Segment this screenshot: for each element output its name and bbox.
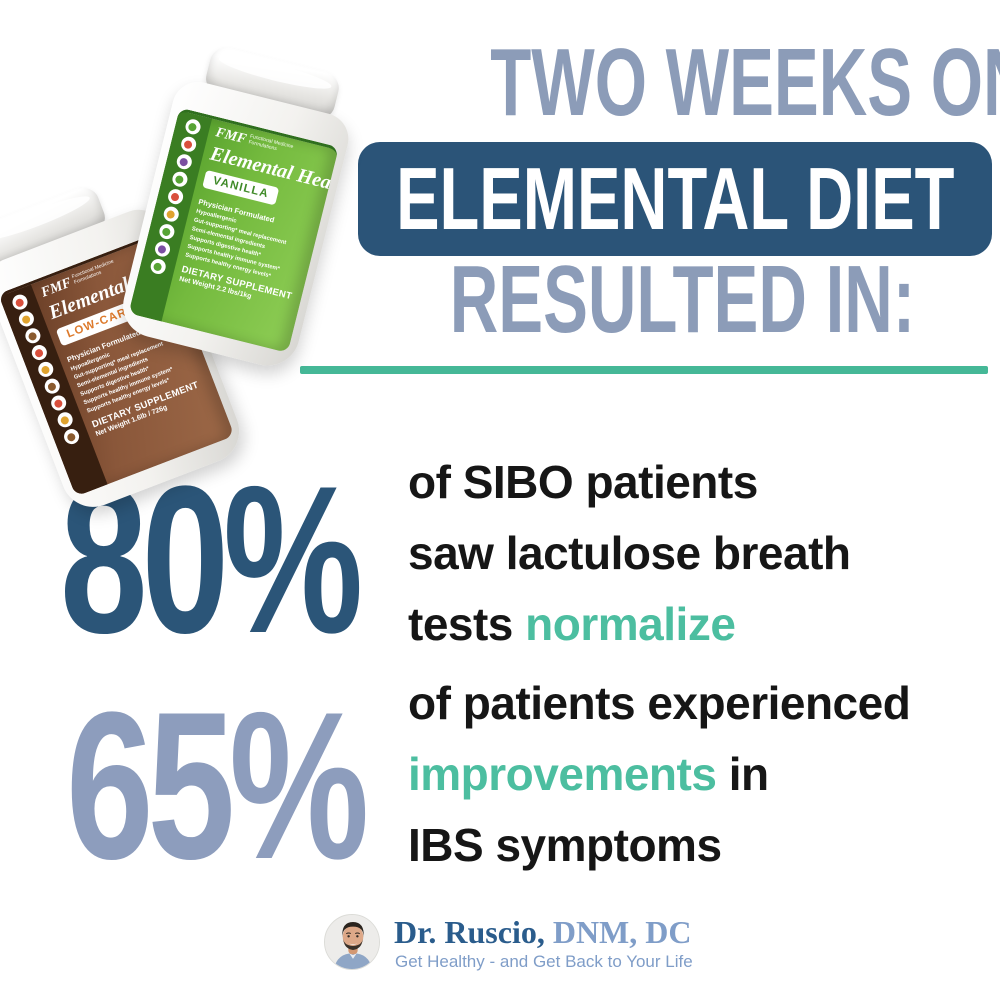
ingredient-badge-icon xyxy=(179,135,198,154)
stat-65-line2: improvements in xyxy=(408,748,769,800)
ingredient-badge-icon xyxy=(61,427,81,447)
doctor-credentials: DNM, DC xyxy=(544,914,692,950)
doctor-avatar xyxy=(324,914,380,970)
stat-text-65: of patients experienced improvements in … xyxy=(408,668,911,881)
ingredient-badge-icon xyxy=(16,309,36,329)
stat-value-65: 65% xyxy=(66,668,369,903)
headline-line3: RESULTED IN: xyxy=(449,246,916,353)
ingredient-badge-icon xyxy=(29,343,49,363)
ingredient-badge-icon xyxy=(22,326,43,346)
jar-body: FMF Functional Medicine Formulations Ele… xyxy=(116,76,354,373)
stat-80-line3: tests normalize xyxy=(408,598,736,650)
ingredient-badge-icon xyxy=(48,393,68,413)
headline-line1: TWO WEEKS ON AN xyxy=(490,29,1000,136)
stat-text-80: of SIBO patients saw lactulose breath te… xyxy=(408,447,851,660)
stat-80-line1: of SIBO patients xyxy=(408,456,758,508)
headline-highlight-box: ELEMENTAL DIET xyxy=(358,142,992,256)
doctor-avatar-illustration xyxy=(325,915,379,969)
headline-highlight-text: ELEMENTAL DIET xyxy=(395,149,955,248)
highlight-improvements: improvements xyxy=(408,748,717,800)
ingredient-badge-icon xyxy=(157,222,176,241)
ingredient-badge-icon xyxy=(170,169,189,189)
doctor-name: Dr. Ruscio, DNM, DC xyxy=(394,914,692,950)
jar-label-vanilla: FMF Functional Medicine Formulations Ele… xyxy=(128,107,339,353)
stat-65-line3: IBS symptoms xyxy=(408,819,722,871)
ingredient-badge-icon xyxy=(9,292,30,313)
ingredient-badge-icon xyxy=(152,239,172,259)
ingredient-badge-icon xyxy=(35,359,55,380)
stat-65-line1: of patients experienced xyxy=(408,677,911,729)
product-jar-vanilla: FMF Functional Medicine Formulations Ele… xyxy=(116,38,363,373)
ingredient-badge-icon xyxy=(54,410,75,430)
footer-tagline: Get Healthy - and Get Back to Your Life xyxy=(395,952,693,971)
ingredient-badge-icon xyxy=(148,257,167,276)
highlight-normalize: normalize xyxy=(525,598,736,650)
teal-divider xyxy=(300,366,988,374)
ingredient-badge-icon xyxy=(161,204,180,224)
ingredient-badge-icon xyxy=(183,117,202,136)
ingredient-badge-icon xyxy=(174,152,193,171)
ingredient-badge-icon xyxy=(166,187,185,206)
stat-80-line2: saw lactulose breath xyxy=(408,527,851,579)
ingredient-badge-icon xyxy=(42,376,62,397)
